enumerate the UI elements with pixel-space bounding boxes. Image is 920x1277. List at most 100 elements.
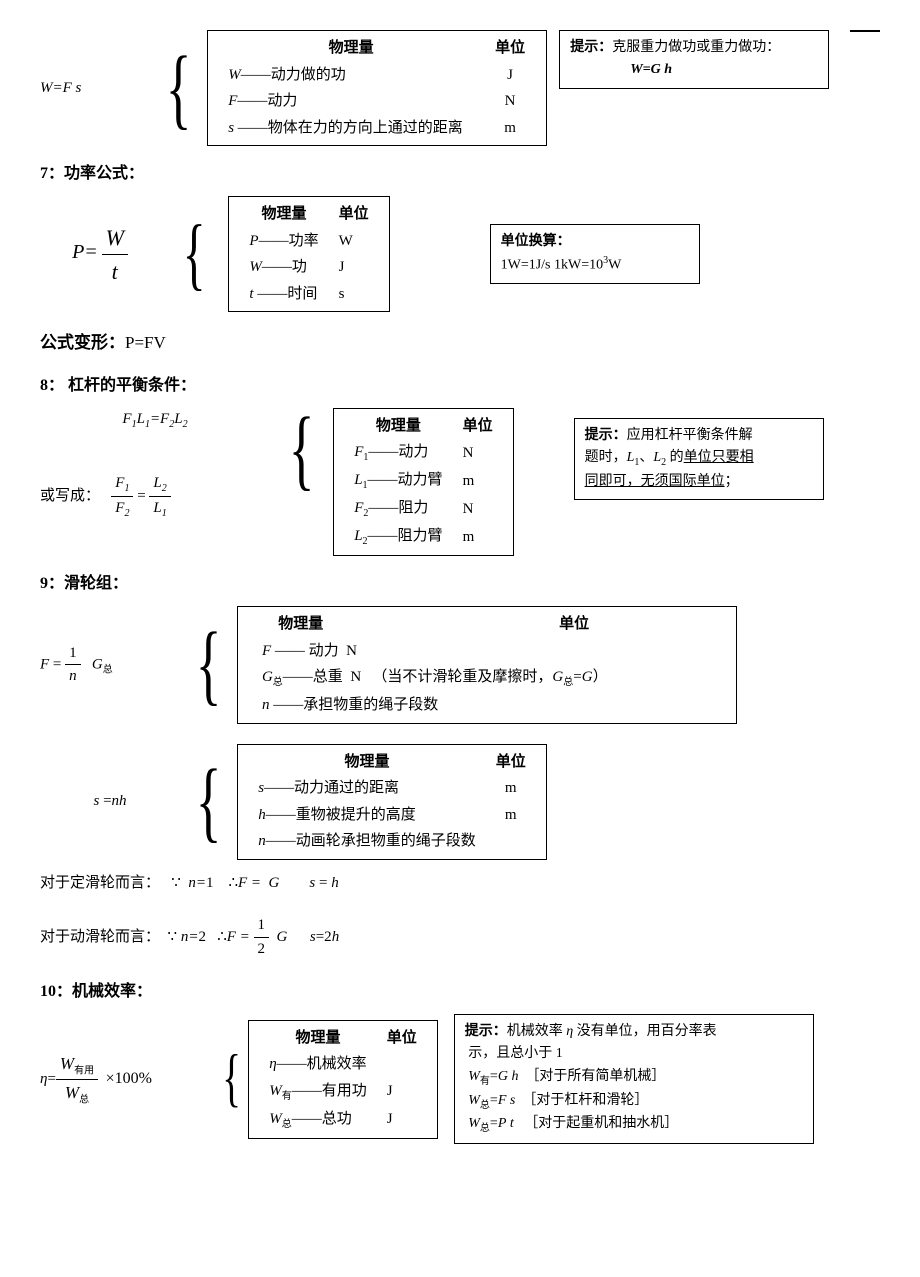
sym: W bbox=[269, 1111, 282, 1127]
note: ［对于起重机和抽水机］ bbox=[524, 1116, 678, 1131]
sym: L bbox=[354, 528, 362, 544]
w-eq: W= bbox=[40, 80, 63, 96]
sec9-f1: F = 1 n G总 bbox=[40, 642, 180, 688]
a: F bbox=[498, 1093, 507, 1108]
sub: 有 bbox=[480, 1076, 490, 1087]
c: 、 bbox=[639, 450, 653, 465]
h: 物理量 bbox=[248, 611, 549, 638]
unit: N bbox=[484, 88, 536, 115]
sec10-hint: 提示：机械效率 η 没有单位，用百分率表 示，且总小于 1 W有=G h ［对于… bbox=[454, 1014, 814, 1144]
h: 单位 bbox=[329, 201, 379, 228]
label: 提示： bbox=[585, 428, 627, 443]
sec9-f2: s =nh bbox=[40, 790, 180, 813]
unit: m bbox=[484, 115, 536, 142]
sec7-formula: P= W t bbox=[40, 221, 160, 288]
sym: W bbox=[228, 67, 241, 83]
frac: 1 2 bbox=[254, 914, 270, 960]
desc: ——动画轮承担物重的绳子段数 bbox=[266, 833, 476, 849]
sym: η bbox=[269, 1056, 276, 1072]
unit: N bbox=[346, 643, 357, 659]
label: 对于动滑轮而言： bbox=[40, 926, 160, 949]
t: ； bbox=[725, 474, 739, 489]
sub: 有 bbox=[282, 1091, 292, 1102]
unit: m bbox=[486, 775, 536, 802]
f1: F1L1=F2L2 bbox=[40, 408, 270, 432]
unit: J bbox=[484, 62, 536, 89]
note: ［对于所有简单机械］ bbox=[525, 1069, 665, 1084]
ngs: 总 bbox=[563, 677, 573, 688]
sec7-row: P= W t { 物理量单位 P——功率W W——功J t ——时间s 单位换算… bbox=[40, 196, 880, 312]
unit bbox=[377, 1051, 427, 1078]
F: F bbox=[40, 656, 49, 672]
brace: { bbox=[183, 226, 206, 282]
desc: ——动力通过的距离 bbox=[264, 780, 399, 796]
therefore: ∴ bbox=[217, 926, 227, 949]
brace: { bbox=[196, 633, 222, 696]
a: P bbox=[498, 1116, 507, 1131]
sec7-conv: 单位换算： 1W=1J/s 1kW=103W bbox=[490, 224, 700, 284]
eq: = bbox=[490, 1116, 498, 1131]
brace: { bbox=[166, 57, 192, 120]
sec8-table: 物理量单位 F1——动力N L1——动力臂m F2——阻力N L2——阻力臂m bbox=[333, 408, 513, 557]
s: 2 bbox=[162, 483, 167, 494]
eq: = bbox=[490, 1093, 498, 1108]
sec6-table: 物理量单位 W——动力做的功J F——动力N s ——物体在力的方向上通过的距离… bbox=[207, 30, 547, 146]
eta: η bbox=[40, 1068, 47, 1091]
desc: ——动力 bbox=[368, 444, 428, 460]
eq: = bbox=[99, 793, 111, 809]
v: 1 bbox=[206, 875, 214, 891]
ng: G bbox=[552, 669, 563, 685]
l1b: 没有单位，用百分率表 bbox=[573, 1024, 717, 1039]
sec10-row: η = W有用 W总 ×100% { 物理量单位 η——机械效率 W有——有用功… bbox=[40, 1014, 880, 1144]
sec6-row: W=F s { 物理量单位 W——动力做的功J F——动力N s ——物体在力的… bbox=[40, 30, 880, 146]
desc: ——功 bbox=[262, 259, 307, 275]
unit: W bbox=[329, 228, 379, 255]
sec7-title: 7：功率公式： bbox=[40, 162, 880, 186]
u: 单位只要相 bbox=[684, 450, 754, 465]
sym: P bbox=[249, 233, 258, 249]
desc: ——动力臂 bbox=[368, 472, 443, 488]
eq: =2 bbox=[316, 926, 332, 949]
num: 1 bbox=[254, 914, 270, 938]
unit: m bbox=[453, 467, 503, 495]
a: G bbox=[498, 1069, 508, 1084]
desc: ——承担物重的绳子段数 bbox=[269, 697, 438, 713]
desc: ——总功 bbox=[292, 1111, 352, 1127]
sec7-table: 物理量单位 P——功率W W——功J t ——时间s bbox=[228, 196, 389, 312]
L: L bbox=[653, 450, 661, 465]
variant-label: 公式变形： bbox=[40, 333, 125, 352]
desc: ——总重 bbox=[283, 669, 343, 685]
brace: { bbox=[222, 1056, 241, 1102]
sym: W bbox=[269, 1083, 282, 1099]
desc: ——时间 bbox=[254, 286, 318, 302]
sym: F bbox=[228, 93, 237, 109]
gsub: 总 bbox=[103, 664, 113, 675]
nc: ） bbox=[593, 669, 608, 685]
s: 1 bbox=[162, 508, 167, 519]
sec9-fixed: 对于定滑轮而言： ∵ n=1 ∴F = G s = h bbox=[40, 872, 880, 895]
sym: W bbox=[249, 259, 262, 275]
f: F = bbox=[227, 926, 250, 949]
h2: 单位 bbox=[484, 35, 536, 62]
frac-r: L2 L1 bbox=[149, 472, 170, 521]
eq: = bbox=[47, 1068, 55, 1091]
n: n= bbox=[181, 926, 199, 949]
den: t bbox=[108, 255, 122, 288]
desc: ——阻力 bbox=[368, 500, 428, 516]
sec8-formulas: F1L1=F2L2 或写成： F1 F2 = L2 L1 bbox=[40, 408, 270, 521]
f: F bbox=[63, 80, 72, 96]
d: L bbox=[153, 500, 161, 516]
hint-l2: W=G h bbox=[630, 62, 672, 77]
sub: 总 bbox=[480, 1123, 490, 1134]
label: 对于定滑轮而言： bbox=[40, 875, 160, 891]
conv-title: 单位换算： bbox=[501, 234, 571, 249]
eq: = bbox=[53, 656, 65, 672]
unit: N bbox=[350, 669, 361, 685]
or-row: 或写成： F1 F2 = L2 L1 bbox=[40, 472, 270, 521]
pct: ×100% bbox=[106, 1067, 152, 1091]
w: W bbox=[468, 1093, 480, 1108]
den: 2 bbox=[254, 938, 270, 961]
eq: = bbox=[315, 875, 331, 891]
h: 单位 bbox=[453, 413, 503, 440]
h: 物理量 bbox=[248, 749, 486, 776]
